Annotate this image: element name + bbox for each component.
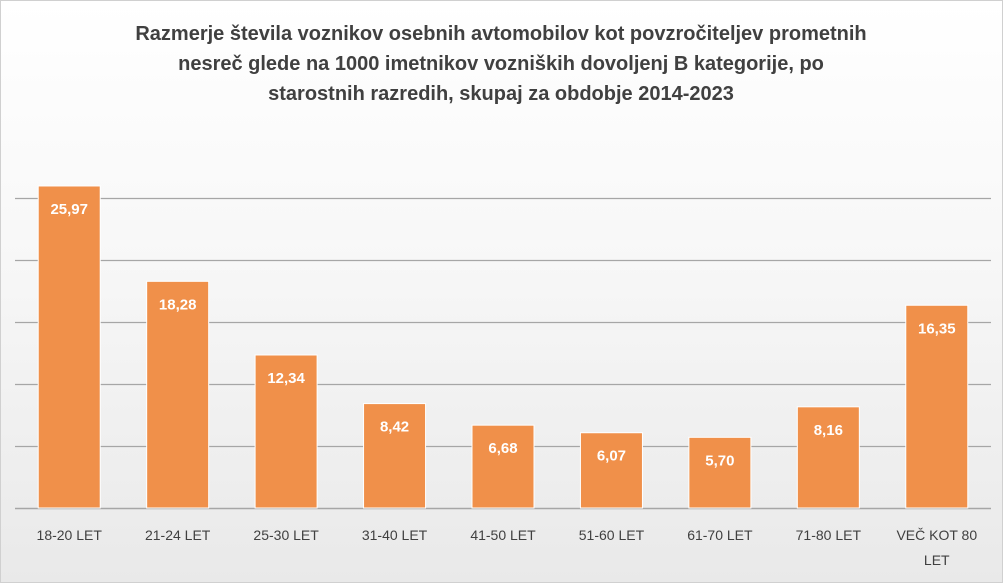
category-label: 51-60 LET <box>579 527 645 543</box>
category-label: 25-30 LET <box>253 527 319 543</box>
bar <box>471 424 535 509</box>
bar <box>146 280 210 509</box>
data-label: 12,34 <box>267 370 305 387</box>
data-label: 16,35 <box>918 320 956 337</box>
bars <box>37 185 969 509</box>
data-label: 6,68 <box>488 440 517 457</box>
data-label: 8,42 <box>380 419 409 436</box>
chart-title-line-1: Razmerje števila voznikov osebnih avtomo… <box>135 23 867 45</box>
bar <box>796 406 860 509</box>
category-labels: 18-20 LET 21-24 LET 25-30 LET 31-40 LET 41-5… <box>37 527 978 568</box>
bar <box>37 185 101 509</box>
bar <box>254 354 318 509</box>
data-label: 5,70 <box>705 452 734 469</box>
data-labels: 25,97 18,28 12,34 8,42 6,68 6,07 5,70 8,16 16,35 <box>50 201 955 469</box>
category-label: 18-20 LET <box>37 527 103 543</box>
category-label: 41-50 LET <box>470 527 536 543</box>
category-label: LET <box>924 552 950 568</box>
data-label: 8,16 <box>814 422 843 439</box>
chart-title-line-3: starostnih razredih, skupaj za obdobje 2… <box>268 83 734 105</box>
data-label: 25,97 <box>50 201 88 218</box>
chart-title-line-2: nesreč glede na 1000 imetnikov vozniških… <box>178 53 824 75</box>
chart-title: Razmerje števila voznikov osebnih avtomo… <box>61 19 941 109</box>
category-label: VEČ KOT 80 <box>896 527 977 543</box>
bar <box>905 304 969 509</box>
category-label: 31-40 LET <box>362 527 428 543</box>
category-label: 21-24 LET <box>145 527 211 543</box>
data-label: 18,28 <box>159 296 197 313</box>
bar <box>363 403 427 509</box>
bar <box>688 436 752 509</box>
bar <box>579 432 643 509</box>
category-label: 71-80 LET <box>796 527 862 543</box>
category-label: 61-70 LET <box>687 527 753 543</box>
data-label: 6,07 <box>597 448 626 465</box>
